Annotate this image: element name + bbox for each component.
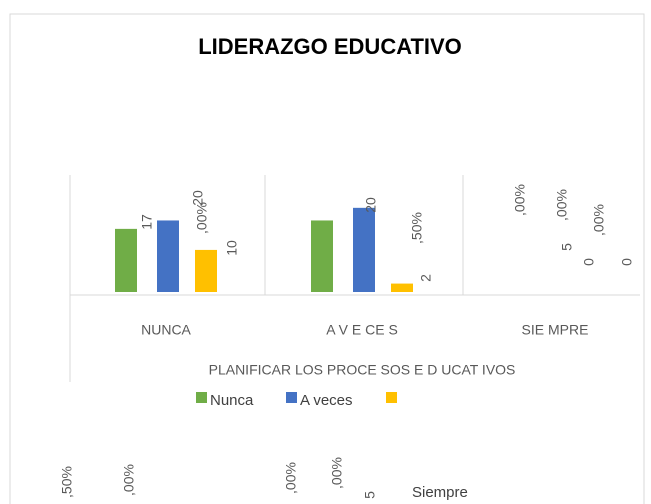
data-label: 20 (363, 197, 379, 213)
x-axis-label: PLANIFICAR LOS PROCE SOS E D UCAT IVOS (209, 362, 516, 378)
chart-title: LIDERAZGO EDUCATIVO (198, 34, 462, 59)
legend-label: Nunca (210, 392, 254, 409)
x-tick-label: A V E CE S (326, 322, 398, 338)
data-label: 0 (619, 258, 635, 266)
annotation: 20 (190, 190, 206, 206)
legend-label: A veces (300, 392, 353, 409)
annotation: ,00% (283, 462, 299, 494)
bar (311, 220, 333, 292)
x-tick-label: SIE MPRE (522, 322, 589, 338)
legend-swatch (386, 392, 397, 403)
bar (115, 228, 137, 292)
annotation: ,50% (59, 466, 75, 498)
data-label: 17 (139, 214, 155, 230)
legend-label: Siempre (412, 484, 468, 501)
annotation: ,00% (512, 184, 528, 216)
legend-swatch (286, 392, 297, 403)
annotation: ,00% (194, 202, 210, 234)
annotation: ,00% (554, 189, 570, 221)
x-tick-label: NUNCA (141, 322, 191, 338)
data-label: 0 (581, 258, 597, 266)
annotation: ,00% (329, 457, 345, 489)
data-label: 10 (224, 240, 240, 256)
annotation: 5 (362, 491, 378, 499)
annotation: ,00% (121, 464, 137, 496)
annotation: 5 (559, 243, 575, 251)
bar (195, 249, 217, 292)
annotation: ,50% (409, 212, 425, 244)
bar (353, 207, 375, 292)
bar (391, 283, 413, 292)
annotation: ,00% (591, 204, 607, 236)
data-label: 2 (418, 274, 434, 282)
legend-swatch (196, 392, 207, 403)
bar (157, 220, 179, 292)
